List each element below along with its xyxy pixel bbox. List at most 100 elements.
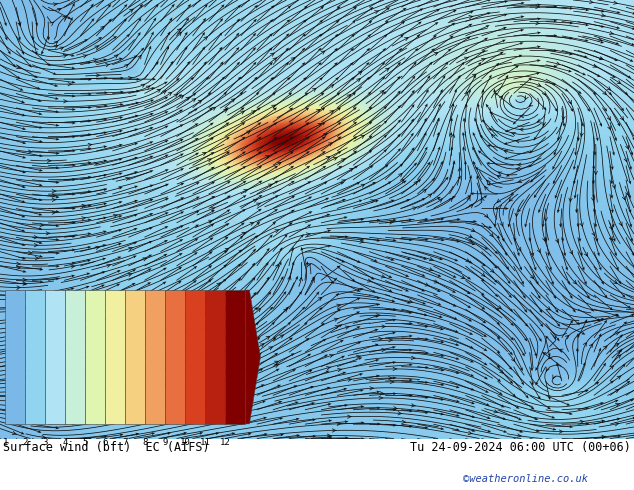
FancyArrowPatch shape: [261, 344, 264, 347]
FancyArrowPatch shape: [283, 309, 287, 312]
FancyArrowPatch shape: [617, 80, 621, 84]
FancyArrowPatch shape: [22, 370, 26, 373]
FancyArrowPatch shape: [34, 244, 38, 247]
FancyArrowPatch shape: [498, 306, 501, 309]
FancyArrowPatch shape: [11, 298, 15, 301]
FancyArrowPatch shape: [404, 38, 408, 41]
FancyArrowPatch shape: [59, 293, 63, 296]
FancyArrowPatch shape: [63, 99, 68, 103]
Text: 2: 2: [22, 438, 28, 447]
Bar: [185, 290, 205, 424]
FancyArrowPatch shape: [604, 346, 607, 349]
FancyArrowPatch shape: [356, 355, 361, 358]
FancyArrowPatch shape: [16, 354, 20, 357]
FancyArrowPatch shape: [428, 194, 432, 197]
FancyArrowPatch shape: [183, 294, 187, 296]
FancyArrowPatch shape: [556, 62, 560, 65]
FancyArrowPatch shape: [555, 239, 559, 243]
FancyArrowPatch shape: [288, 276, 291, 280]
FancyArrowPatch shape: [17, 286, 21, 289]
FancyArrowPatch shape: [520, 115, 524, 118]
FancyArrowPatch shape: [152, 347, 156, 350]
FancyArrowPatch shape: [48, 159, 51, 163]
FancyArrowPatch shape: [616, 332, 620, 335]
Text: 4: 4: [63, 438, 68, 447]
FancyArrowPatch shape: [609, 226, 612, 229]
FancyArrowPatch shape: [316, 110, 320, 113]
FancyArrowPatch shape: [519, 128, 523, 131]
FancyArrowPatch shape: [16, 66, 21, 69]
FancyArrowPatch shape: [543, 238, 546, 241]
FancyArrowPatch shape: [580, 223, 583, 226]
FancyArrowPatch shape: [88, 144, 93, 147]
FancyArrowPatch shape: [107, 264, 111, 268]
FancyArrowPatch shape: [280, 335, 283, 338]
FancyArrowPatch shape: [250, 222, 254, 225]
FancyArrowPatch shape: [337, 422, 341, 425]
FancyArrowPatch shape: [225, 248, 229, 251]
Text: 1: 1: [3, 438, 8, 447]
FancyArrowPatch shape: [138, 55, 141, 59]
FancyArrowPatch shape: [240, 111, 244, 114]
FancyArrowPatch shape: [16, 262, 20, 266]
FancyArrowPatch shape: [544, 218, 547, 221]
FancyArrowPatch shape: [393, 367, 397, 370]
FancyArrowPatch shape: [472, 74, 476, 77]
FancyArrowPatch shape: [180, 96, 184, 99]
FancyArrowPatch shape: [71, 265, 75, 269]
FancyArrowPatch shape: [349, 169, 353, 171]
FancyArrowPatch shape: [330, 111, 333, 114]
FancyArrowPatch shape: [529, 103, 533, 106]
FancyArrowPatch shape: [590, 0, 593, 3]
FancyArrowPatch shape: [517, 179, 522, 183]
FancyArrowPatch shape: [361, 135, 365, 139]
Bar: [105, 290, 126, 424]
FancyArrowPatch shape: [382, 325, 386, 328]
FancyArrowPatch shape: [207, 159, 211, 162]
FancyArrowPatch shape: [299, 277, 302, 281]
FancyArrowPatch shape: [256, 203, 261, 206]
FancyArrowPatch shape: [152, 304, 156, 307]
FancyArrowPatch shape: [378, 337, 383, 341]
FancyArrowPatch shape: [411, 356, 415, 360]
FancyArrowPatch shape: [323, 134, 327, 137]
FancyArrowPatch shape: [318, 297, 322, 301]
FancyArrowPatch shape: [178, 32, 181, 36]
FancyArrowPatch shape: [337, 304, 341, 307]
FancyArrowPatch shape: [573, 280, 576, 284]
FancyArrowPatch shape: [610, 366, 614, 369]
FancyArrowPatch shape: [198, 100, 202, 103]
FancyArrowPatch shape: [34, 236, 38, 239]
FancyArrowPatch shape: [335, 325, 340, 329]
FancyArrowPatch shape: [129, 9, 133, 12]
FancyArrowPatch shape: [243, 190, 248, 193]
FancyArrowPatch shape: [63, 16, 67, 20]
FancyArrowPatch shape: [618, 355, 621, 358]
FancyArrowPatch shape: [389, 376, 392, 380]
FancyArrowPatch shape: [526, 96, 528, 99]
FancyArrowPatch shape: [16, 329, 20, 332]
FancyArrowPatch shape: [251, 111, 255, 114]
FancyArrowPatch shape: [29, 251, 32, 254]
FancyArrowPatch shape: [80, 352, 84, 355]
Bar: [226, 290, 245, 424]
FancyArrowPatch shape: [23, 282, 27, 285]
FancyArrowPatch shape: [451, 134, 455, 138]
FancyArrowPatch shape: [626, 145, 628, 149]
FancyArrowPatch shape: [359, 240, 364, 244]
FancyArrowPatch shape: [68, 342, 73, 345]
FancyArrowPatch shape: [614, 1, 618, 4]
FancyArrowPatch shape: [146, 86, 150, 89]
FancyArrowPatch shape: [394, 407, 398, 410]
FancyArrowPatch shape: [434, 52, 438, 55]
FancyArrowPatch shape: [402, 420, 406, 423]
FancyArrowPatch shape: [52, 190, 56, 193]
FancyArrowPatch shape: [328, 437, 332, 440]
FancyArrowPatch shape: [330, 85, 333, 88]
Bar: [45, 290, 65, 424]
FancyArrowPatch shape: [518, 247, 521, 251]
FancyArrowPatch shape: [145, 369, 150, 372]
FancyArrowPatch shape: [60, 47, 63, 50]
FancyArrowPatch shape: [399, 173, 402, 177]
FancyArrowPatch shape: [29, 150, 32, 153]
